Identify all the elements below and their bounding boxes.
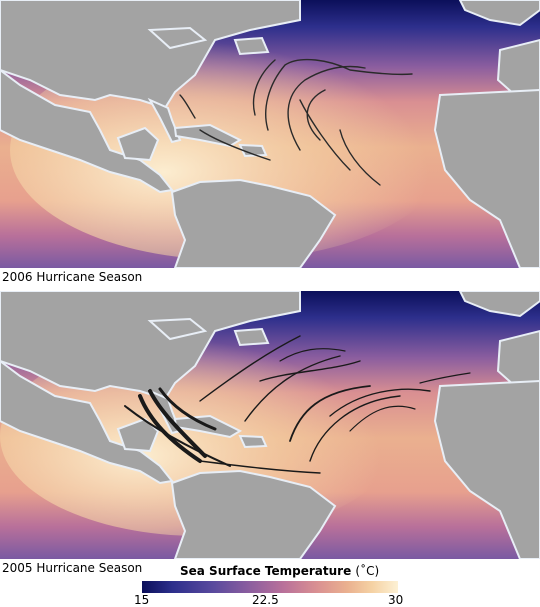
legend-max-label: 30 (388, 593, 404, 607)
track (349, 405, 416, 432)
hurricane-tracks-2005 (124, 335, 471, 474)
track (299, 99, 351, 171)
track (339, 129, 381, 186)
track (289, 385, 371, 442)
track (199, 129, 271, 161)
caption-2005: 2005 Hurricane Season (2, 561, 143, 575)
track (252, 59, 276, 116)
legend-mid-label: 22.5 (252, 593, 279, 607)
legend-title-text: Sea Surface Temperature (180, 564, 352, 578)
sea-surface-map-2005 (0, 291, 540, 559)
map-2005-season (0, 291, 540, 559)
sea-surface-map-2006 (0, 0, 540, 268)
track (158, 387, 217, 431)
legend-unit: (˚C) (355, 564, 380, 578)
track (265, 58, 413, 131)
track (306, 89, 326, 141)
track (279, 348, 346, 362)
track (259, 360, 361, 382)
track (329, 388, 431, 417)
map-2006-season (0, 0, 540, 268)
track (309, 395, 401, 462)
caption-2006: 2006 Hurricane Season (2, 270, 143, 284)
track (148, 389, 207, 458)
track (199, 460, 321, 474)
track (419, 372, 471, 384)
hurricane-tracks-2006 (179, 58, 413, 186)
track (287, 65, 366, 151)
track (138, 394, 202, 463)
legend-title: Sea Surface Temperature (˚C) (180, 564, 400, 578)
track (124, 405, 231, 467)
track (199, 335, 301, 402)
legend-min-label: 15 (134, 593, 150, 607)
track (244, 355, 341, 422)
track (179, 94, 196, 119)
temperature-color-scale (142, 581, 398, 593)
